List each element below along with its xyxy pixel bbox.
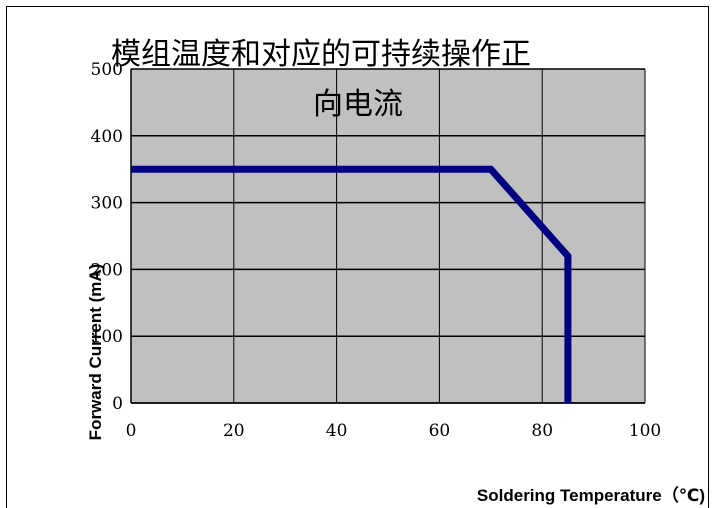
y-tick-label: 300 (91, 194, 123, 214)
y-tick-labels: 0 100 200 300 400 500 (91, 60, 123, 414)
y-tick-label: 500 (91, 60, 123, 80)
x-tick-label: 40 (326, 421, 348, 441)
x-tick-label: 100 (629, 421, 661, 441)
plot-area (131, 69, 645, 403)
x-tick-labels: 0 20 40 60 80 100 (126, 421, 662, 441)
y-tick-label: 0 (112, 394, 123, 414)
y-tick-label: 200 (91, 260, 123, 280)
y-tick-label: 400 (91, 127, 123, 147)
x-tick-label: 60 (429, 421, 451, 441)
series-layer (130, 165, 572, 404)
x-tick-label: 20 (223, 421, 245, 441)
x-axis-label: Soldering Temperature（℃) (477, 485, 705, 505)
y-axis-label: Forward Current (mA) (86, 264, 105, 441)
y-tick-label: 100 (91, 327, 123, 347)
chart-title-line-2: 向电流 (313, 87, 403, 122)
grid-lines (130, 68, 646, 404)
series-line (131, 165, 572, 403)
chart-title-line-1: 模组温度和对应的可持续操作正 (111, 37, 531, 72)
x-tick-label: 0 (126, 421, 137, 441)
x-tick-label: 80 (531, 421, 553, 441)
